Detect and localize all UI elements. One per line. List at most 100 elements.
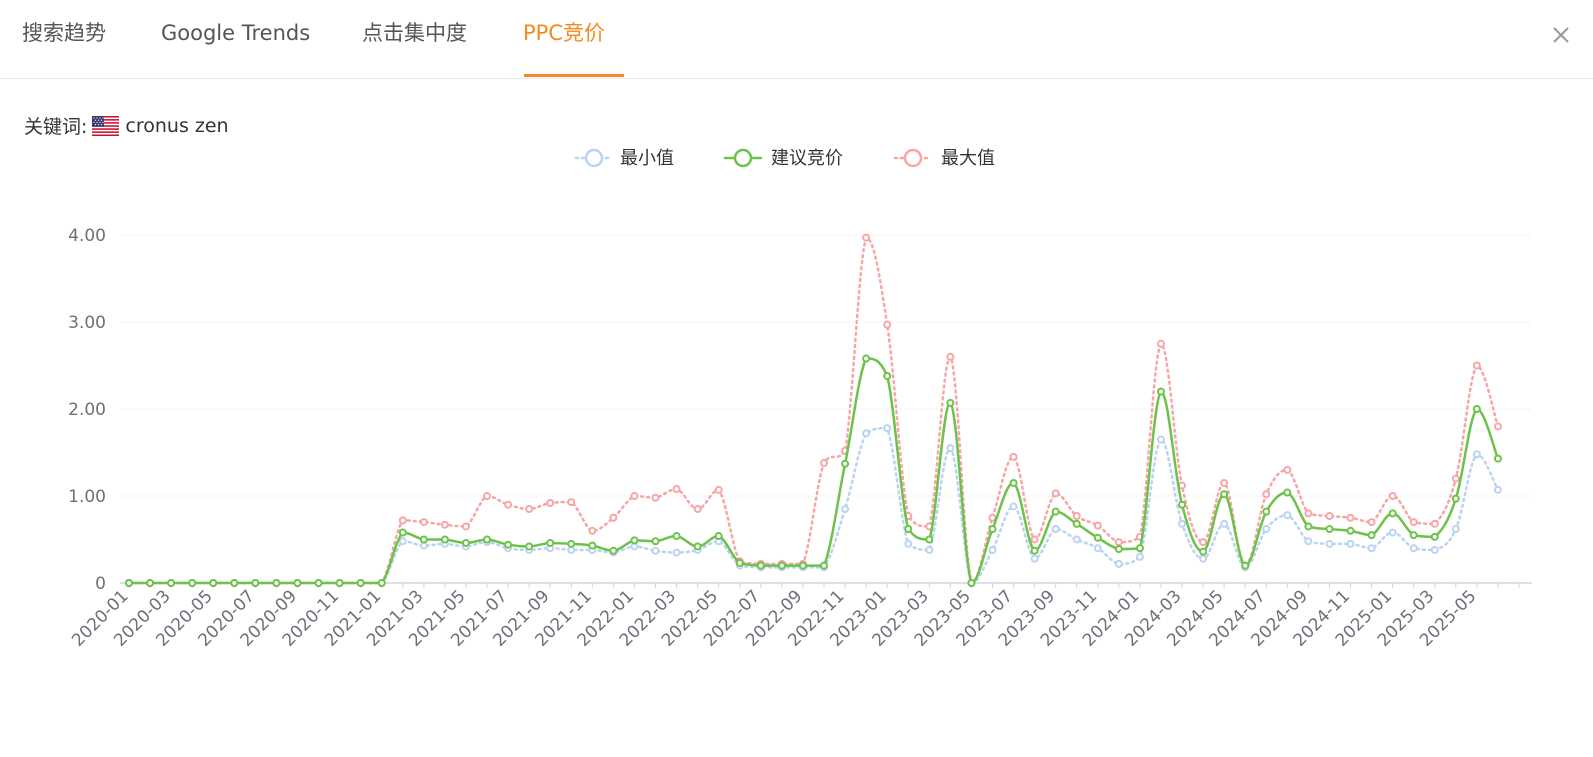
data-point-min[interactable] xyxy=(1304,537,1313,546)
data-point-bid[interactable] xyxy=(1430,532,1439,541)
data-point-bid[interactable] xyxy=(820,561,828,570)
data-point-min[interactable] xyxy=(1114,559,1123,568)
data-point-max[interactable] xyxy=(546,498,555,507)
data-point-bid[interactable] xyxy=(1325,525,1334,534)
data-point-bid[interactable] xyxy=(525,542,534,551)
data-point-min[interactable] xyxy=(1199,554,1208,563)
data-point-bid[interactable] xyxy=(546,538,555,547)
data-point-max[interactable] xyxy=(946,352,955,361)
tab-google-trends[interactable]: Google Trends xyxy=(161,21,311,45)
data-point-bid[interactable] xyxy=(483,535,492,544)
data-point-bid[interactable] xyxy=(1262,507,1271,516)
data-point-bid[interactable] xyxy=(756,561,765,570)
data-point-max[interactable] xyxy=(483,492,492,500)
data-point-max[interactable] xyxy=(461,522,470,531)
data-point-max[interactable] xyxy=(1430,519,1439,528)
data-point-bid[interactable] xyxy=(693,542,702,551)
data-point-bid[interactable] xyxy=(1346,526,1355,535)
data-point-bid[interactable] xyxy=(1051,507,1060,516)
data-point-min[interactable] xyxy=(1262,525,1271,534)
data-point-bid[interactable] xyxy=(1472,405,1481,413)
data-point-bid[interactable] xyxy=(567,539,576,548)
data-point-bid[interactable] xyxy=(1030,546,1039,555)
close-icon[interactable] xyxy=(1548,22,1574,48)
data-point-bid[interactable] xyxy=(862,354,871,363)
data-point-max[interactable] xyxy=(1409,518,1418,527)
data-point-bid[interactable] xyxy=(1304,522,1313,531)
data-point-max[interactable] xyxy=(714,485,723,494)
data-point-min[interactable] xyxy=(651,546,660,555)
data-point-bid[interactable] xyxy=(904,525,913,534)
data-point-min[interactable] xyxy=(1178,519,1187,528)
data-point-bid[interactable] xyxy=(1451,494,1460,503)
data-point-bid[interactable] xyxy=(1367,531,1376,540)
data-point-min[interactable] xyxy=(1030,554,1039,563)
data-point-max[interactable] xyxy=(1009,452,1018,461)
data-point-bid[interactable] xyxy=(630,536,639,545)
data-point-min[interactable] xyxy=(1367,544,1376,553)
data-point-max[interactable] xyxy=(1346,513,1355,522)
data-point-min[interactable] xyxy=(398,537,407,546)
data-point-min[interactable] xyxy=(1009,502,1018,511)
data-point-max[interactable] xyxy=(862,233,871,242)
data-point-max[interactable] xyxy=(651,493,660,502)
data-point-max[interactable] xyxy=(1051,489,1060,498)
data-point-bid[interactable] xyxy=(988,525,997,534)
data-point-bid[interactable] xyxy=(672,532,681,541)
data-point-max[interactable] xyxy=(609,513,618,522)
data-point-bid[interactable] xyxy=(967,579,976,587)
data-point-max[interactable] xyxy=(630,492,639,500)
data-point-bid[interactable] xyxy=(125,579,133,587)
legend-label-min[interactable]: 最小值 xyxy=(620,148,674,169)
data-point-max[interactable] xyxy=(1220,478,1229,487)
data-point-max[interactable] xyxy=(1262,490,1271,499)
data-point-max[interactable] xyxy=(1451,474,1460,483)
data-point-max[interactable] xyxy=(1304,509,1313,518)
data-point-max[interactable] xyxy=(1114,538,1123,547)
data-point-max[interactable] xyxy=(1199,538,1208,547)
data-point-bid[interactable] xyxy=(588,541,597,550)
data-point-max[interactable] xyxy=(398,516,407,525)
data-point-bid[interactable] xyxy=(209,579,218,587)
data-point-bid[interactable] xyxy=(1072,519,1081,528)
data-point-bid[interactable] xyxy=(946,398,955,407)
data-point-bid[interactable] xyxy=(1093,533,1102,542)
tab-click-concentration[interactable]: 点击集中度 xyxy=(362,21,467,45)
data-point-bid[interactable] xyxy=(735,558,744,567)
legend-marker-bid[interactable] xyxy=(733,148,753,168)
data-point-min[interactable] xyxy=(1220,519,1229,528)
data-point-bid[interactable] xyxy=(314,579,323,587)
data-point-bid[interactable] xyxy=(883,371,892,380)
data-point-bid[interactable] xyxy=(335,579,344,587)
data-point-bid[interactable] xyxy=(651,537,660,546)
data-point-bid[interactable] xyxy=(398,528,407,537)
data-point-max[interactable] xyxy=(883,320,892,329)
data-point-bid[interactable] xyxy=(1114,545,1123,554)
data-point-max[interactable] xyxy=(525,505,534,514)
data-point-bid[interactable] xyxy=(777,561,786,570)
data-point-bid[interactable] xyxy=(188,579,197,587)
data-point-max[interactable] xyxy=(1093,521,1102,530)
data-point-bid[interactable] xyxy=(377,579,386,587)
tab-ppc-bid[interactable]: PPC竞价 xyxy=(523,21,605,45)
data-point-min[interactable] xyxy=(1388,528,1397,537)
data-point-bid[interactable] xyxy=(1156,387,1165,396)
data-point-max[interactable] xyxy=(1156,339,1165,348)
data-point-bid[interactable] xyxy=(1493,454,1502,463)
data-point-bid[interactable] xyxy=(925,535,934,544)
data-point-max[interactable] xyxy=(1283,465,1292,474)
data-point-min[interactable] xyxy=(672,548,681,557)
data-point-min[interactable] xyxy=(883,424,892,433)
data-point-max[interactable] xyxy=(440,520,449,529)
data-point-max[interactable] xyxy=(1072,512,1081,521)
data-point-min[interactable] xyxy=(1051,525,1060,534)
data-point-max[interactable] xyxy=(1367,518,1376,527)
data-point-max[interactable] xyxy=(419,518,428,527)
data-point-min[interactable] xyxy=(904,539,913,548)
data-point-min[interactable] xyxy=(1430,545,1439,554)
data-point-min[interactable] xyxy=(862,429,871,438)
data-point-bid[interactable] xyxy=(1220,490,1229,499)
data-point-bid[interactable] xyxy=(1135,544,1144,553)
data-point-min[interactable] xyxy=(1072,535,1081,544)
data-point-max[interactable] xyxy=(588,526,597,535)
